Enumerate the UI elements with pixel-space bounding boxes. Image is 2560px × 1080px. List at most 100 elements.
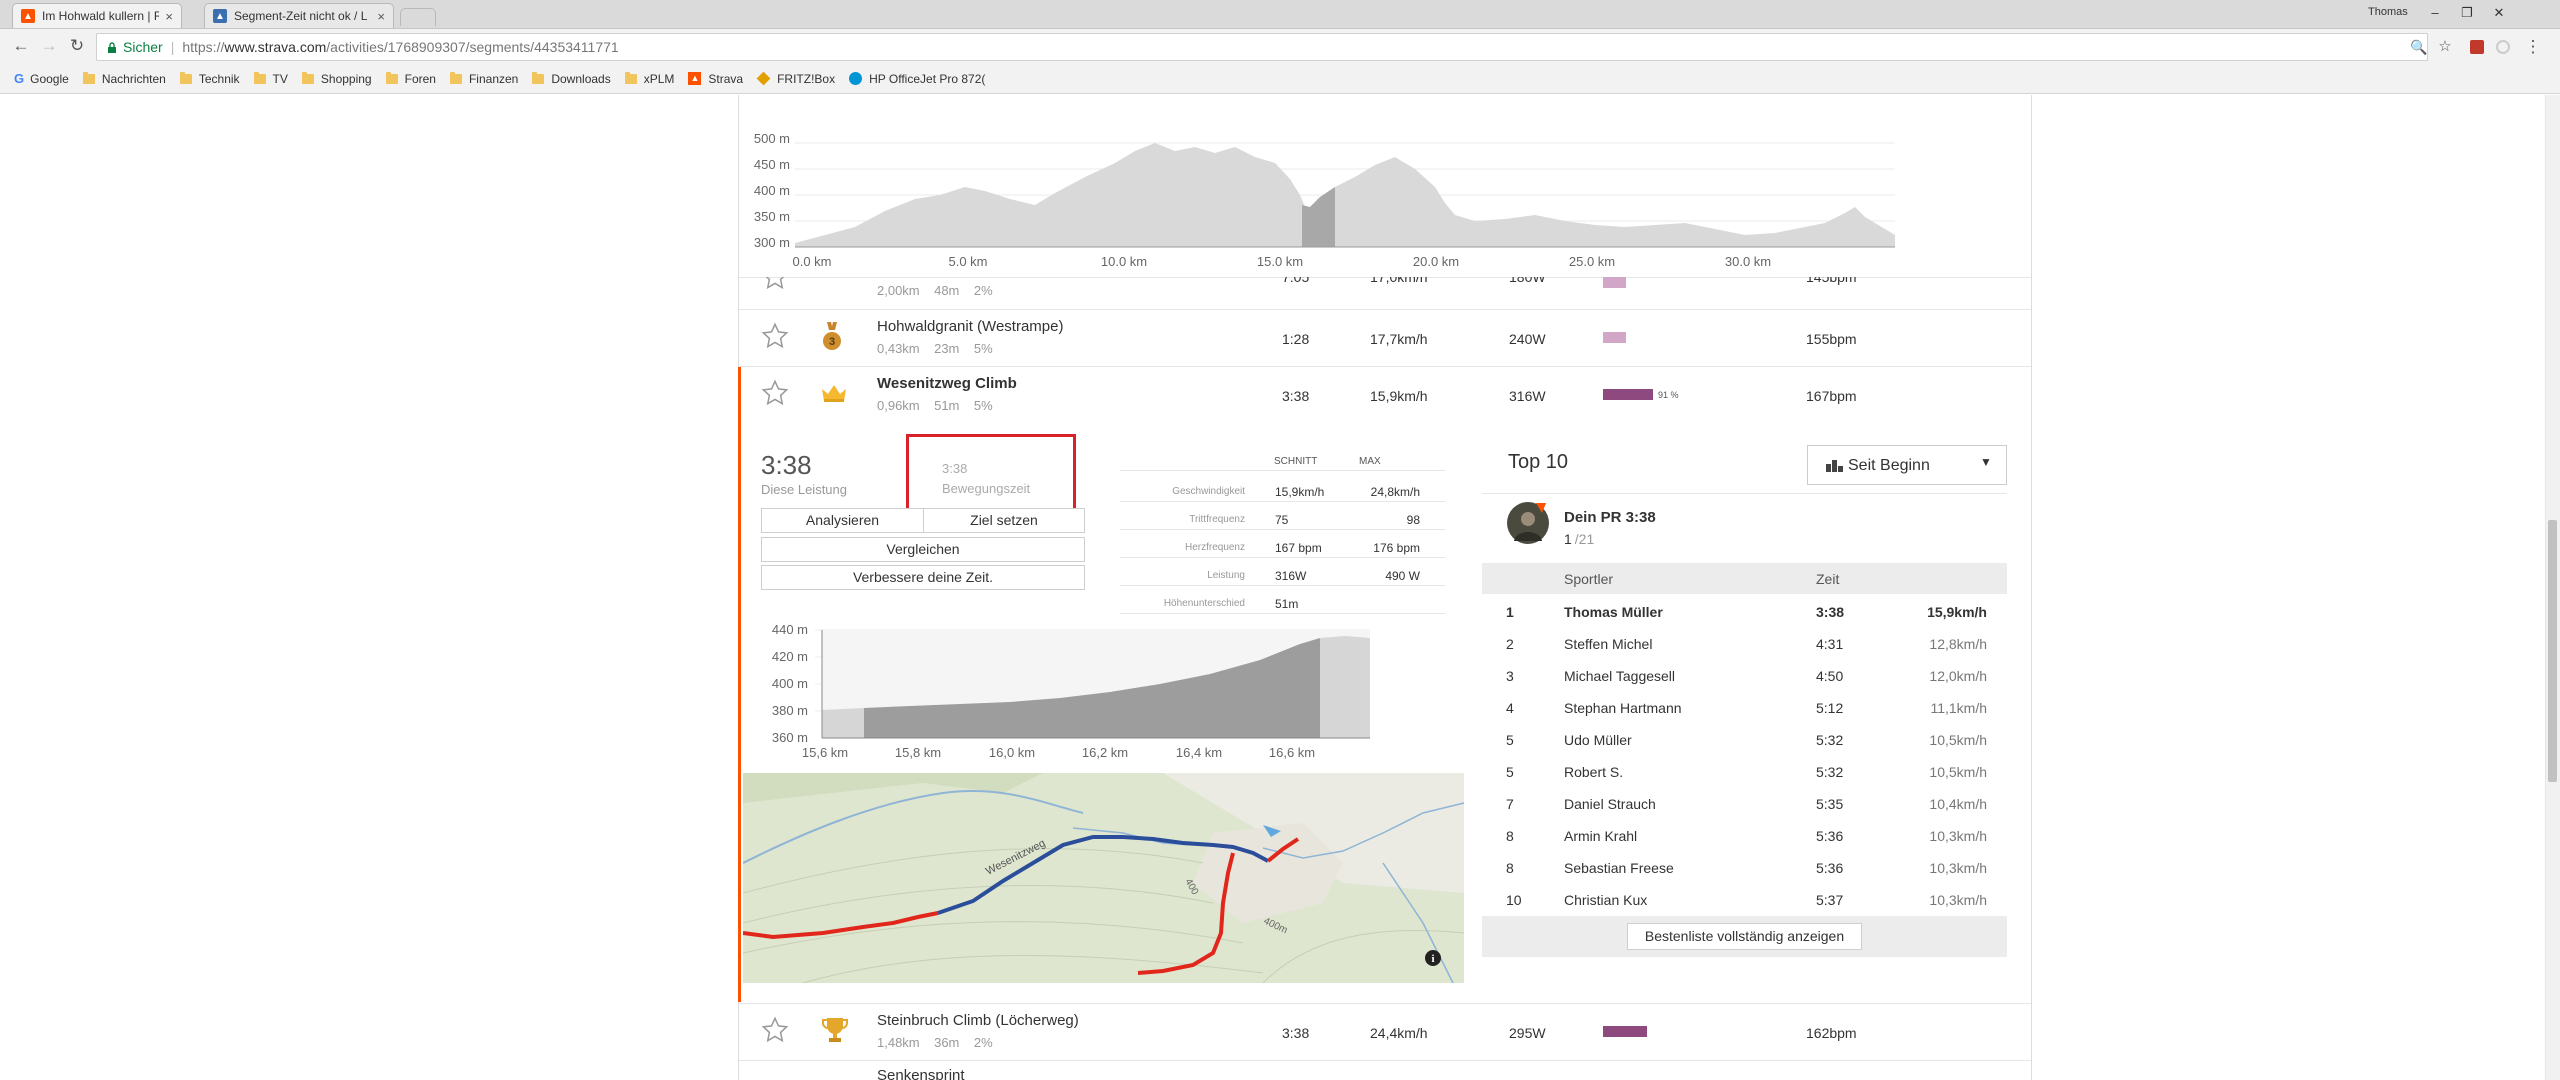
segment-name[interactable]: Wesenitzweg Climb [877,375,1017,392]
tab-strava[interactable]: ▲ Im Hohwald kullern | Rad × [12,3,182,28]
bookmark-fritzbox[interactable]: FRITZ!Box [756,71,835,86]
athlete-name[interactable]: Robert S. [1564,764,1624,780]
segment-speed: 24,4km/h [1370,1025,1428,1041]
restore-icon[interactable]: ❐ [2461,5,2473,20]
leaderboard-row[interactable]: 5 Robert S. 5:32 10,5km/h [1482,756,2007,788]
scrollbar-thumb[interactable] [2548,520,2557,782]
new-tab-button[interactable] [400,8,436,26]
bookmark-folder[interactable]: Downloads [532,71,611,86]
segment-time: 3:38 [1282,388,1310,404]
rank: 8 [1506,860,1514,876]
extension-icon[interactable] [2496,40,2510,54]
elevation-area [795,143,1895,247]
info-icon[interactable] [1425,950,1441,966]
timeframe-value: Seit Beginn [1848,457,1930,474]
athlete-time: 3:38 [1816,604,1845,620]
segment-row[interactable]: 2,00km 48m 2% 7:05 17,0km/h 180W 145bpm [739,277,2031,309]
compare-button[interactable]: Vergleichen [761,537,1085,562]
leaderboard-row[interactable]: 8 Armin Krahl 5:36 10,3km/h [1482,820,2007,852]
leaderboard-row[interactable]: 2 Steffen Michel 4:31 12,8km/h [1482,628,2007,660]
close-tab-icon[interactable]: × [377,8,385,24]
star-icon[interactable] [761,1016,789,1044]
segment-elevation-chart[interactable]: 440 m 420 m 400 m 380 m 360 m 15,6 km 15… [760,622,1372,762]
bookmark-folder[interactable]: Shopping [301,71,372,86]
activity-elevation-chart[interactable]: 500 m 450 m 400 m 350 m 300 m 0.0 km 5.0… [745,95,1905,275]
segment-row[interactable]: 3 Hohwaldgranit (Westrampe) 0,43km 23m 5… [739,310,2031,366]
leaderboard-row[interactable]: 8 Sebastian Freese 5:36 10,3km/h [1482,852,2007,884]
athlete-name[interactable]: Christian Kux [1564,892,1648,908]
star-icon[interactable] [761,322,789,350]
athlete-name[interactable]: Udo Müller [1564,732,1632,748]
segment-area [864,638,1320,738]
star-icon[interactable] [761,379,789,407]
set-goal-button[interactable]: Ziel setzen [923,508,1085,533]
minimize-icon[interactable]: – [2431,5,2439,20]
menu-icon[interactable]: ⋮ [2524,37,2542,56]
improve-time-button[interactable]: Verbessere deine Zeit. [761,565,1085,590]
athlete-name[interactable]: Daniel Strauch [1564,796,1656,812]
avatar[interactable] [1506,501,1550,545]
forward-icon[interactable]: → [40,36,58,55]
close-tab-icon[interactable]: × [165,8,173,24]
bookmark-strava[interactable]: ▲ Strava [688,72,743,86]
address-bar[interactable]: Sicher | https:// www.strava.com /activi… [96,33,2428,61]
show-full-leaderboard-button[interactable]: Bestenliste vollständig anzeigen [1627,923,1862,950]
bookmark-folder[interactable]: xPLM [624,71,674,86]
athlete-name[interactable]: Stephan Hartmann [1564,700,1682,716]
reload-icon[interactable]: ↻ [69,36,85,55]
bookmark-folder[interactable]: Foren [385,71,436,86]
bookmark-folder[interactable]: Finanzen [449,71,518,86]
zoom-icon[interactable]: 🔍 [2410,39,2428,55]
forum-favicon: ▲ [213,9,227,23]
leaderboard-row[interactable]: 5 Udo Müller 5:32 10,5km/h [1482,724,2007,756]
segment-name[interactable]: Steinbruch Climb (Löcherweg) [877,1012,1079,1029]
timeframe-dropdown[interactable]: Seit Beginn ▼ [1807,445,2007,485]
leaderboard-row[interactable]: 1 Thomas Müller 3:38 15,9km/h [1482,596,2007,628]
athlete-name[interactable]: Steffen Michel [1564,636,1653,652]
back-icon[interactable]: ← [12,36,30,55]
segment-name[interactable]: Senkensprint [877,1067,965,1080]
segment-row-selected[interactable]: Wesenitzweg Climb 0,96km 51m 5% 3:38 15,… [739,367,2031,423]
fritzbox-icon [756,71,771,86]
bookmark-star-icon[interactable]: ☆ [2438,38,2452,55]
segment-map[interactable]: Wesenitzweg 400 400m i [743,773,1464,983]
bookmark-folder[interactable]: Nachrichten [82,71,166,86]
athlete-time: 5:37 [1816,892,1844,908]
tab-segment-forum[interactable]: ▲ Segment-Zeit nicht ok / L × [204,3,394,28]
leaderboard-row[interactable]: 3 Michael Taggesell 4:50 12,0km/h [1482,660,2007,692]
segment-row[interactable]: Steinbruch Climb (Löcherweg) 1,48km 36m … [739,1004,2031,1060]
route-line [743,911,939,940]
folder-icon [624,71,637,84]
bookmark-folder[interactable]: TV [253,71,288,86]
close-window-icon[interactable]: ✕ [2493,5,2505,20]
profile-name[interactable]: Thomas [2368,6,2408,18]
athlete-name[interactable]: Armin Krahl [1564,828,1638,844]
extension-icon[interactable] [2470,40,2484,54]
rank: 4 [1506,700,1514,716]
header-athlete: Sportler [1564,571,1614,587]
segment-elevation: 48m [934,283,960,298]
analyze-button[interactable]: Analysieren [761,508,924,533]
athlete-name[interactable]: Michael Taggesell [1564,668,1676,684]
bookmark-hp[interactable]: HP OfficeJet Pro 872( [849,72,985,86]
segment-grade: 2% [973,1035,993,1050]
segment-power: 295W [1509,1025,1546,1041]
athlete-name[interactable]: Thomas Müller [1564,604,1663,620]
bookmark-folder[interactable]: Technik [179,71,240,86]
segment-row[interactable]: Senkensprint [739,1061,2031,1080]
stat-max: 490 W [1385,569,1420,583]
moving-time-label: Bewegungszeit [942,481,1031,496]
leaderboard-row[interactable]: 10 Christian Kux 5:37 10,3km/h [1482,884,2007,916]
athlete-name[interactable]: Sebastian Freese [1564,860,1674,876]
rank: 5 [1506,732,1514,748]
star-icon[interactable] [761,277,789,291]
bookmark-google[interactable]: G Google [14,71,69,86]
x-tick-label: 25.0 km [1569,254,1615,269]
stat-avg: 51m [1275,597,1299,611]
leaderboard-row[interactable]: 7 Daniel Strauch 5:35 10,4km/h [1482,788,2007,820]
segment-name[interactable]: Hohwaldgranit (Westrampe) [877,318,1064,335]
segment-distance: 2,00km [877,283,920,298]
leaderboard-row[interactable]: 4 Stephan Hartmann 5:12 11,1km/h [1482,692,2007,724]
trophy-icon [822,1018,848,1042]
stat-label: Höhenunterschied [1163,598,1245,609]
